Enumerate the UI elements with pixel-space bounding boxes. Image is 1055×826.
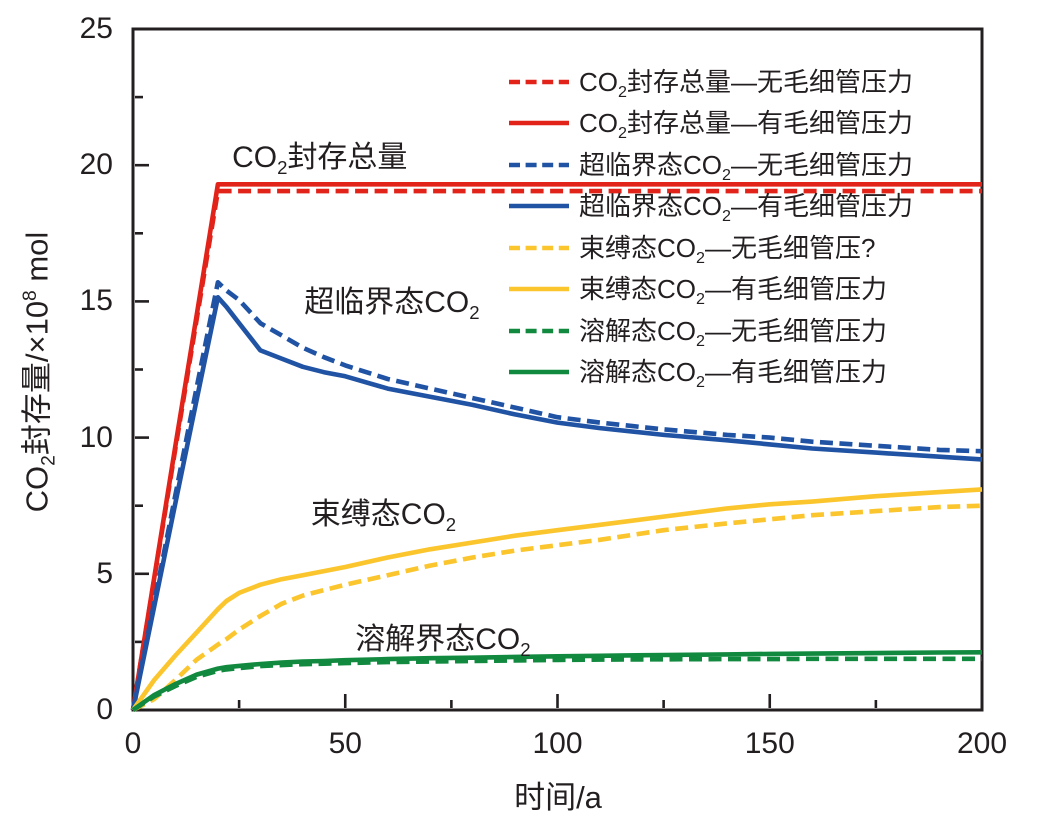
series-line-2 [130,279,983,711]
series-line-0 [130,188,982,711]
annotation-0: CO2封存总量 [232,141,408,179]
legend-item-6: 溶解态CO2—无毛细管压力 [508,310,913,352]
y-tick-label: 10 [79,420,113,454]
legend-item-3: 超临界态CO2—有毛细管压力 [508,186,913,228]
x-axis-title: 时间/a [514,780,602,815]
series-line-4 [131,503,983,713]
legend-dashed-line-sample [509,162,569,168]
legend-label: 束缚态CO2—有毛细管压力 [579,274,887,309]
legend-item-4: 束缚态CO2—无毛细管压? [508,227,913,269]
x-tick-label: 100 [532,727,583,760]
legend-label: CO2封存总量—有毛细管压力 [579,108,913,143]
legend: CO2封存总量—无毛细管压力 CO2封存总量—有毛细管压力 超临界态CO2—无毛细管… [508,61,913,393]
x-tick-label: 50 [328,727,362,760]
x-tick-label: 150 [744,727,795,760]
legend-solid-line-sample [509,120,569,126]
y-axis-title: CO2封存量/×108 mol [19,231,60,513]
annotation-3: 溶解界态CO2 [355,623,531,661]
y-tick-label: 0 [96,693,113,726]
legend-item-2: 超临界态CO2—无毛细管压力 [508,144,913,186]
plot-border [131,27,984,712]
series-line-1 [130,182,982,711]
legend-solid-line-sample [509,203,569,209]
legend-label: CO2封存总量—无毛细管压力 [579,66,913,101]
annotation-1: 超临界态CO2 [304,285,480,323]
legend-label: 超临界态CO2—无毛细管压力 [579,149,913,184]
legend-dashed-line-sample [509,79,569,85]
x-tick-label: 200 [956,727,1008,760]
y-tick-label: 5 [96,556,113,590]
legend-solid-line-sample [509,286,569,292]
legend-item-7: 溶解态CO2—有毛细管压力 [508,352,913,394]
legend-label: 溶解态CO2—无毛细管压力 [579,315,887,350]
legend-label: 溶解态CO2—有毛细管压力 [579,357,887,392]
legend-dashed-line-sample [509,245,569,251]
series-line-3 [130,294,983,711]
series-line-6 [131,656,982,712]
y-tick-label: 20 [79,148,113,182]
x-tick-label: 0 [124,727,142,760]
legend-item-1: CO2封存总量—有毛细管压力 [508,103,913,145]
legend-item-0: CO2封存总量—无毛细管压力 [508,61,913,103]
legend-item-5: 束缚态CO2—有毛细管压力 [508,269,913,311]
y-tick-label: 25 [79,12,113,45]
series-line-5 [131,487,983,712]
legend-solid-line-sample [509,369,569,375]
legend-label: 超临界态CO2—有毛细管压力 [579,191,913,226]
legend-dashed-line-sample [509,328,569,334]
series-line-7 [131,650,983,712]
legend-label: 束缚态CO2—无毛细管压? [579,232,876,267]
annotation-2: 束缚态CO2 [310,498,457,536]
y-tick-label: 15 [79,284,113,318]
